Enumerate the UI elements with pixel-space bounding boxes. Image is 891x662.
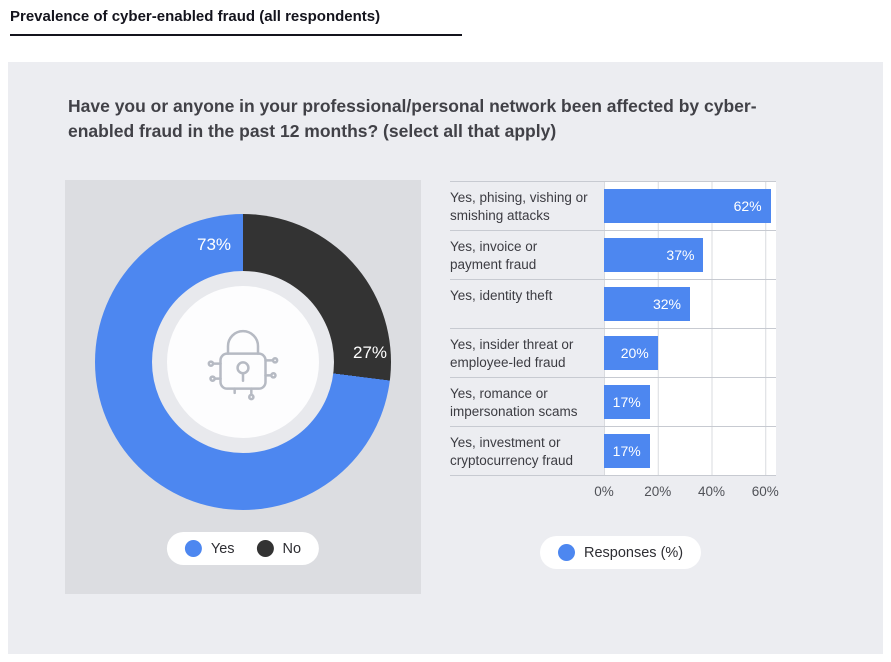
bar-category-label: Yes, investment or cryptocurrency fraud [450,435,574,468]
bar-plot-area: 62% [604,182,776,230]
bar-value-label: 32% [652,296,681,312]
donut-value-yes: 73% [196,235,232,254]
bar-plot-area: 32% [604,280,776,328]
bar-legend: Responses (%) [540,536,702,569]
page-title: Prevalence of cyber-enabled fraud (all r… [10,8,462,36]
legend-label-responses: Responses (%) [584,544,684,561]
bar-category-label: Yes, insider threat or employee-led frau… [450,337,574,370]
question-heading: Have you or anyone in your professional/… [68,96,757,141]
bar: 20% [604,336,658,370]
bar-value-label: 20% [620,345,649,361]
no-legend-dot [256,540,274,557]
bar: 17% [604,434,650,468]
bar-value-label: 37% [666,247,695,263]
x-tick: 0% [594,484,614,499]
bar-category-label: Yes, phising, vishing or smishing attack… [450,190,588,223]
bar-category-label: Yes, invoice or payment fraud [450,239,538,272]
legend-label-no: No [282,540,302,557]
donut-value-no: 27% [352,343,388,362]
bar: 62% [604,189,771,223]
legend-item-no: No [256,540,302,557]
bar-row: Yes, invoice or payment fraud 37% [450,231,776,280]
yes-legend-dot [184,540,202,557]
x-axis: 0% 20% 40% 60% [594,476,779,502]
x-tick: 60% [751,484,779,499]
bar-category-label: Yes, identity theft [450,288,553,303]
x-tick: 40% [697,484,726,499]
x-tick: 20% [644,484,672,499]
bar-chart: Yes, phising, vishing or smishing attack… [450,181,779,502]
bar-plot-area: 37% [604,231,776,279]
bar: 32% [604,287,690,321]
bar-value-label: 17% [612,394,641,410]
padlock-icon [207,329,279,401]
bar-row: Yes, investment or cryptocurrency fraud … [450,427,776,476]
donut-hole [152,271,334,453]
bar-category-label: Yes, romance or impersonation scams [450,386,578,419]
bar-plot-area: 17% [604,378,776,426]
bar: 17% [604,385,650,419]
responses-legend-dot [558,544,575,561]
bar-plot-area: 20% [604,329,776,377]
legend-item-yes: Yes [184,540,235,557]
bar: 37% [604,238,704,272]
bar-plot-area: 17% [604,427,776,475]
bar-value-label: 17% [612,443,641,459]
donut-legend: Yes No [166,532,320,565]
donut-center [167,286,319,438]
content-panel: Have you or anyone in your professional/… [8,62,883,654]
legend-item-responses: Responses (%) [558,544,683,561]
bar-row: Yes, romance or impersonation scams 17% [450,378,776,427]
donut-chart-card: 73% 27% Yes No [65,180,421,594]
bar-row: Yes, identity theft 32% [450,280,776,329]
bar-rows: Yes, phising, vishing or smishing attack… [450,181,776,476]
bar-value-label: 62% [733,198,762,214]
legend-label-yes: Yes [210,540,235,557]
donut-chart: 73% 27% [95,214,391,510]
bar-row: Yes, phising, vishing or smishing attack… [450,182,776,231]
bar-row: Yes, insider threat or employee-led frau… [450,329,776,378]
